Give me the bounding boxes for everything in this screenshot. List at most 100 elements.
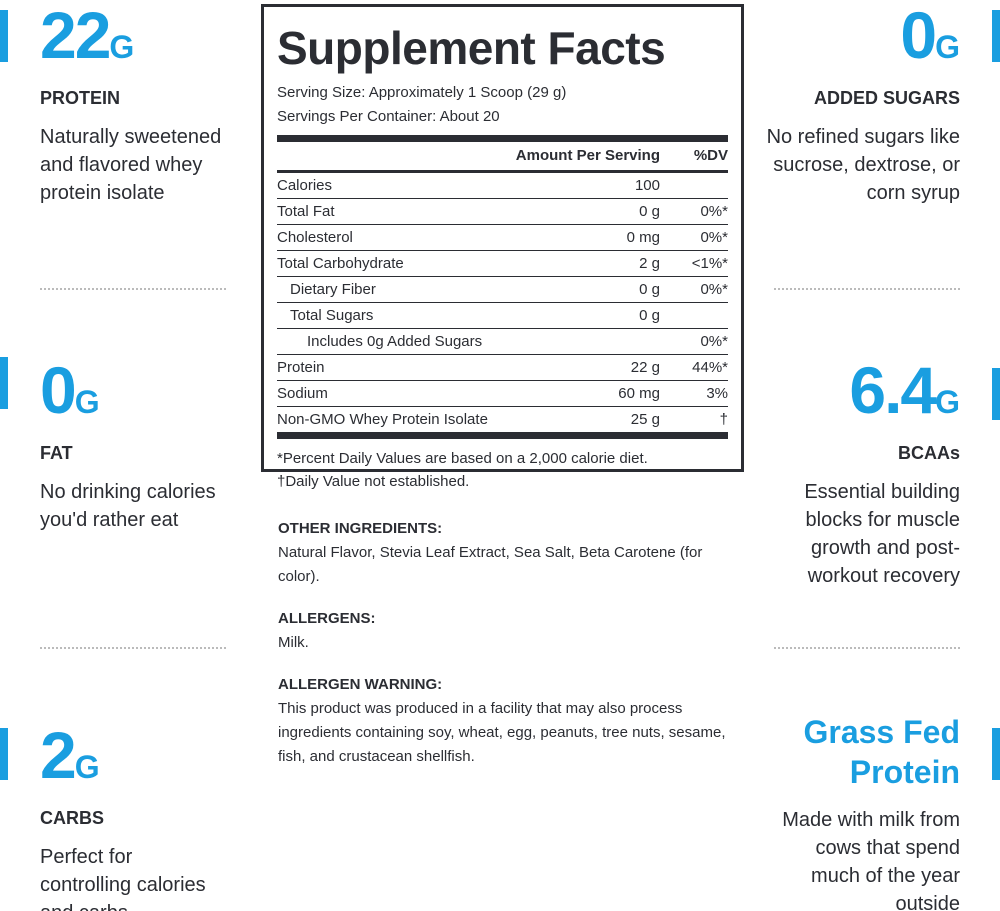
header-dv: %DV: [693, 147, 728, 164]
feature-value: 2: [40, 718, 77, 792]
nutrient: Total Sugars: [290, 307, 374, 324]
accent-bar: [0, 357, 8, 409]
feature-unit: G: [109, 29, 135, 65]
amount: 22 g: [630, 359, 660, 376]
accent-bar: [0, 10, 8, 62]
daily-value: 0%*: [700, 229, 728, 246]
footnote: *Percent Daily Values are based on a 2,0…: [277, 450, 648, 467]
daily-value: 0%*: [700, 333, 728, 350]
daily-value: †: [719, 411, 728, 428]
feature-unit: G: [935, 384, 960, 420]
feature: 6.4G BCAAs Essential building blocks for m…: [730, 357, 960, 590]
daily-value: 0%*: [700, 203, 728, 220]
amount: 0 g: [639, 203, 660, 220]
separator: [40, 647, 226, 649]
section-heading: ALLERGEN WARNING:: [278, 676, 443, 693]
feature-text: Perfect for controlling calories and car…: [40, 846, 206, 911]
amount: 60 mg: [618, 385, 660, 402]
feature-text: No drinking calories you'd rather eat: [40, 481, 216, 531]
feature-unit: G: [935, 29, 960, 65]
amount: 0 mg: [626, 229, 660, 246]
facts-row: Includes 0g Added Sugars 0%*: [277, 328, 728, 354]
nutrient: Non-GMO Whey Protein Isolate: [277, 411, 488, 428]
amount: 0 g: [639, 307, 660, 324]
ingredients: OTHER INGREDIENTS: Natural Flavor, Stevia…: [278, 517, 728, 787]
serving-size: Serving Size: Approximately 1 Scoop (29 …: [277, 84, 567, 101]
nutrient: Total Carbohydrate: [277, 255, 404, 272]
feature-number: 22G: [40, 2, 270, 80]
feature: 0G ADDED SUGARS No refined sugars like suc…: [730, 2, 960, 207]
amount: 25 g: [630, 411, 660, 428]
daily-value: <1%*: [691, 255, 728, 272]
feature-number: 0G: [40, 357, 270, 435]
amount: 100: [634, 177, 660, 194]
amount: 2 g: [639, 255, 660, 272]
daily-value: 3%: [706, 385, 728, 402]
daily-value: [660, 173, 728, 198]
section: OTHER INGREDIENTS: Natural Flavor, Stevia…: [278, 517, 728, 589]
supplement-facts: Supplement Facts Serving Size: Approxima…: [261, 4, 744, 490]
feature-unit: G: [74, 749, 100, 785]
footnotes: *Percent Daily Values are based on a 2,0…: [277, 432, 728, 493]
facts-row: Non-GMO Whey Protein Isolate 25 g †: [277, 406, 728, 432]
facts-row: Total Sugars 0 g: [277, 302, 728, 328]
daily-value: 44%*: [692, 359, 728, 376]
facts-row: Dietary Fiber 0 g 0%*: [277, 276, 728, 302]
accent-bar: [992, 10, 1000, 62]
facts-row: Cholesterol 0 mg 0%*: [277, 224, 728, 250]
facts-rows: Calories 100 Total Fat 0 g 0%* Cholesterol 0 m…: [277, 170, 728, 432]
separator: [774, 288, 960, 290]
feature-label: FAT: [40, 443, 73, 463]
feature-number: 0G: [730, 2, 960, 80]
nutrient: Includes 0g Added Sugars: [307, 333, 483, 350]
facts-row: Sodium 60 mg 3%: [277, 380, 728, 406]
feature-value: 0: [40, 353, 77, 427]
section-text: Natural Flavor, Stevia Leaf Extract, Sea…: [278, 544, 703, 585]
feature-text: Made with milk from cows that spend much…: [782, 809, 960, 911]
amount: 0 g: [639, 281, 660, 298]
facts-row: Protein 22 g 44%*: [277, 354, 728, 380]
separator: [774, 647, 960, 649]
feature: 22G PROTEIN Naturally sweetened and flavor…: [40, 2, 270, 207]
nutrient: Protein: [277, 359, 325, 376]
header-amount: Amount Per Serving: [515, 147, 660, 164]
feature-title: Grass Fed Protein: [803, 714, 960, 790]
accent-bar: [992, 368, 1000, 420]
section: ALLERGEN WARNING: This product was produc…: [278, 673, 728, 769]
facts-row: Calories 100: [277, 170, 728, 198]
feature: Grass Fed Protein Made with milk from cow…: [730, 712, 960, 911]
feature-text: Naturally sweetened and flavored whey pr…: [40, 126, 222, 204]
feature-value: 6.4: [849, 353, 937, 427]
facts-title: Supplement Facts: [277, 22, 666, 74]
feature-unit: G: [74, 384, 100, 420]
section: ALLERGENS: Milk.: [278, 607, 728, 655]
feature: 2G CARBS Perfect for controlling calories …: [40, 722, 270, 911]
nutrient: Cholesterol: [277, 229, 353, 246]
accent-bar: [0, 728, 8, 780]
footnote: †Daily Value not established.: [277, 473, 470, 490]
feature-label: CARBS: [40, 808, 105, 828]
nutrient: Total Fat: [277, 203, 335, 220]
nutrient: Calories: [277, 177, 333, 194]
section-text: Milk.: [278, 634, 309, 651]
section-text: This product was produced in a facility …: [278, 700, 726, 765]
nutrient: Sodium: [277, 385, 328, 402]
daily-value: [660, 303, 728, 328]
separator: [40, 288, 226, 290]
feature-text: No refined sugars like sucrose, dextrose…: [766, 126, 960, 204]
facts-row: Total Carbohydrate 2 g <1%*: [277, 250, 728, 276]
feature-value: 0: [900, 0, 937, 72]
feature-text: Essential building blocks for muscle gro…: [804, 481, 960, 587]
section-heading: ALLERGENS:: [278, 610, 376, 627]
servings: Servings Per Container: About 20: [277, 108, 500, 125]
feature-label: BCAAs: [897, 443, 960, 463]
section-heading: OTHER INGREDIENTS:: [278, 520, 443, 537]
daily-value: 0%*: [700, 281, 728, 298]
nutrient: Dietary Fiber: [290, 281, 376, 298]
feature-label: PROTEIN: [40, 88, 121, 108]
facts-row: Total Fat 0 g 0%*: [277, 198, 728, 224]
feature-number: 6.4G: [730, 357, 960, 435]
amount: [520, 329, 660, 354]
feature-value: 22: [40, 0, 111, 72]
